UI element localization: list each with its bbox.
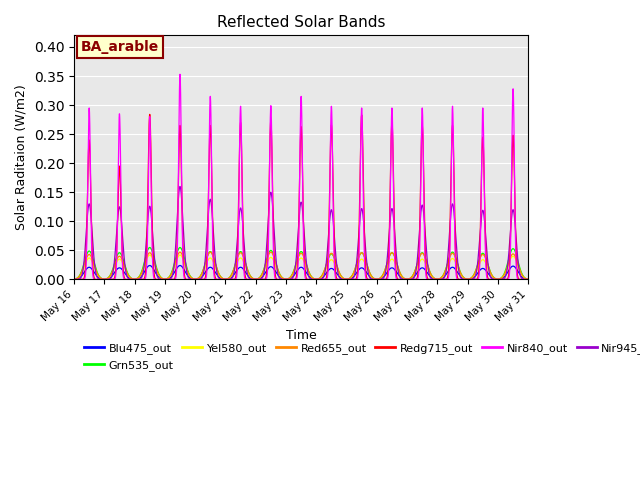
Redg715_out xyxy=(146,111,154,117)
Grn535_out xyxy=(146,245,154,251)
Nir945_out xyxy=(428,276,435,282)
Redg715_out xyxy=(364,276,371,282)
Yel580_out xyxy=(523,276,531,282)
Red655_out xyxy=(167,271,175,277)
Blu475_out xyxy=(70,276,78,282)
Grn535_out xyxy=(523,276,531,282)
Red655_out xyxy=(523,276,531,282)
Redg715_out xyxy=(523,276,531,282)
Nir840_out xyxy=(167,276,175,282)
Red655_out xyxy=(176,249,184,255)
Grn535_out xyxy=(70,276,78,282)
Nir945_out xyxy=(176,183,184,189)
Line: Grn535_out: Grn535_out xyxy=(74,248,528,279)
Blu475_out xyxy=(524,276,532,282)
X-axis label: Time: Time xyxy=(285,329,317,342)
Yel580_out xyxy=(364,266,371,272)
Redg715_out xyxy=(168,276,175,282)
Grn535_out xyxy=(163,276,170,282)
Title: Reflected Solar Bands: Reflected Solar Bands xyxy=(217,15,385,30)
Red655_out xyxy=(240,256,248,262)
Redg715_out xyxy=(524,276,532,282)
Grn535_out xyxy=(240,255,248,261)
Nir945_out xyxy=(167,275,175,281)
Line: Red655_out: Red655_out xyxy=(74,252,528,279)
Nir945_out xyxy=(70,276,78,282)
Red655_out xyxy=(70,276,78,282)
Nir840_out xyxy=(70,276,78,282)
Nir945_out xyxy=(523,276,531,282)
Nir840_out xyxy=(176,72,184,77)
Nir840_out xyxy=(240,271,248,276)
Y-axis label: Solar Raditaion (W/m2): Solar Raditaion (W/m2) xyxy=(15,84,28,230)
Nir945_out xyxy=(524,276,532,282)
Nir945_out xyxy=(364,263,371,268)
Redg715_out xyxy=(70,276,78,282)
Grn535_out xyxy=(364,263,371,268)
Grn535_out xyxy=(428,273,435,278)
Redg715_out xyxy=(240,260,248,266)
Line: Nir840_out: Nir840_out xyxy=(74,74,528,279)
Nir945_out xyxy=(240,240,248,246)
Blu475_out xyxy=(523,276,531,282)
Line: Blu475_out: Blu475_out xyxy=(74,265,528,279)
Text: BA_arable: BA_arable xyxy=(81,40,159,54)
Red655_out xyxy=(524,276,532,282)
Nir840_out xyxy=(163,276,170,282)
Blu475_out xyxy=(146,263,154,268)
Blu475_out xyxy=(240,267,248,273)
Yel580_out xyxy=(524,276,532,282)
Nir945_out xyxy=(163,276,170,282)
Red655_out xyxy=(428,273,435,278)
Yel580_out xyxy=(70,276,78,282)
Blu475_out xyxy=(364,270,371,276)
Redg715_out xyxy=(163,276,170,282)
Nir840_out xyxy=(523,276,531,282)
Yel580_out xyxy=(163,276,170,282)
Line: Redg715_out: Redg715_out xyxy=(74,114,528,279)
Blu475_out xyxy=(428,275,435,281)
Nir840_out xyxy=(364,276,371,282)
Yel580_out xyxy=(146,252,154,258)
Redg715_out xyxy=(428,276,435,282)
Nir840_out xyxy=(524,276,532,282)
Yel580_out xyxy=(240,260,248,266)
Blu475_out xyxy=(163,276,170,282)
Grn535_out xyxy=(524,276,532,282)
Red655_out xyxy=(364,263,371,268)
Nir840_out xyxy=(428,276,435,282)
Legend: Blu475_out, Grn535_out, Yel580_out, Red655_out, Redg715_out, Nir840_out, Nir945_: Blu475_out, Grn535_out, Yel580_out, Red6… xyxy=(79,339,640,375)
Yel580_out xyxy=(168,272,175,277)
Yel580_out xyxy=(428,274,435,279)
Red655_out xyxy=(163,276,170,282)
Line: Nir945_out: Nir945_out xyxy=(74,186,528,279)
Grn535_out xyxy=(168,270,175,276)
Blu475_out xyxy=(168,274,175,280)
Line: Yel580_out: Yel580_out xyxy=(74,255,528,279)
